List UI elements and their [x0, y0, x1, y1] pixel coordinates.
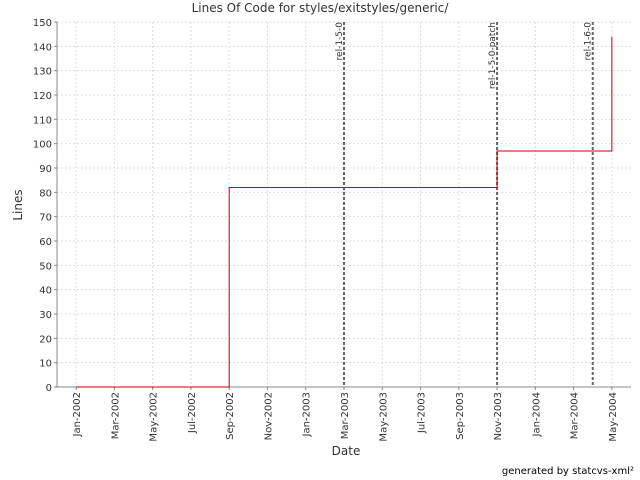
x-tick-label: Jul-2003 [417, 392, 428, 434]
y-tick-label: 30 [39, 310, 52, 321]
x-tick-label: Jan-2004 [531, 392, 542, 437]
footer: generated by statcvs-xml² [502, 466, 634, 477]
y-tick-label: 10 [39, 359, 52, 370]
release-label: rel-1-6-0 [584, 22, 594, 61]
y-tick-label: 0 [46, 383, 52, 394]
y-tick-label: 40 [39, 286, 52, 297]
y-tick-label: 110 [33, 115, 52, 126]
y-tick-label: 140 [33, 42, 52, 53]
x-tick-label: Nov-2003 [493, 392, 504, 440]
x-axis-label: Date [332, 444, 361, 458]
release-label: rel-1-5-0 [335, 22, 345, 61]
release-label: rel-1-5-0-patch [488, 22, 498, 89]
x-tick-label: May-2004 [608, 392, 619, 442]
x-tick-label: Mar-2004 [570, 392, 581, 439]
y-tick-label: 120 [33, 91, 52, 102]
x-tick-label: Jan-2002 [72, 392, 83, 437]
x-tick-label: Mar-2002 [110, 392, 121, 439]
y-tick-label: 80 [39, 188, 52, 199]
x-tick-label: Sep-2003 [455, 392, 466, 440]
y-tick-label: 130 [33, 67, 52, 78]
y-tick-label: 150 [33, 18, 52, 29]
x-tick-label: Sep-2002 [225, 392, 236, 440]
x-tick-label: Jan-2003 [302, 392, 313, 437]
y-tick-label: 90 [39, 164, 52, 175]
y-tick-label: 100 [33, 140, 52, 151]
chart-title: Lines Of Code for styles/exitstyles/gene… [192, 1, 450, 15]
y-tick-label: 60 [39, 237, 52, 248]
x-tick-label: Mar-2003 [340, 392, 351, 439]
x-tick-label: Nov-2002 [263, 392, 274, 440]
y-tick-label: 50 [39, 261, 52, 272]
y-tick-label: 20 [39, 334, 52, 345]
x-tick-label: May-2002 [149, 392, 160, 442]
y-tick-label: 70 [39, 213, 52, 224]
line [76, 36, 613, 388]
x-tick-label: Jul-2002 [187, 392, 198, 434]
x-tick-label: May-2003 [378, 392, 389, 442]
y-axis-label: Lines [11, 189, 25, 220]
